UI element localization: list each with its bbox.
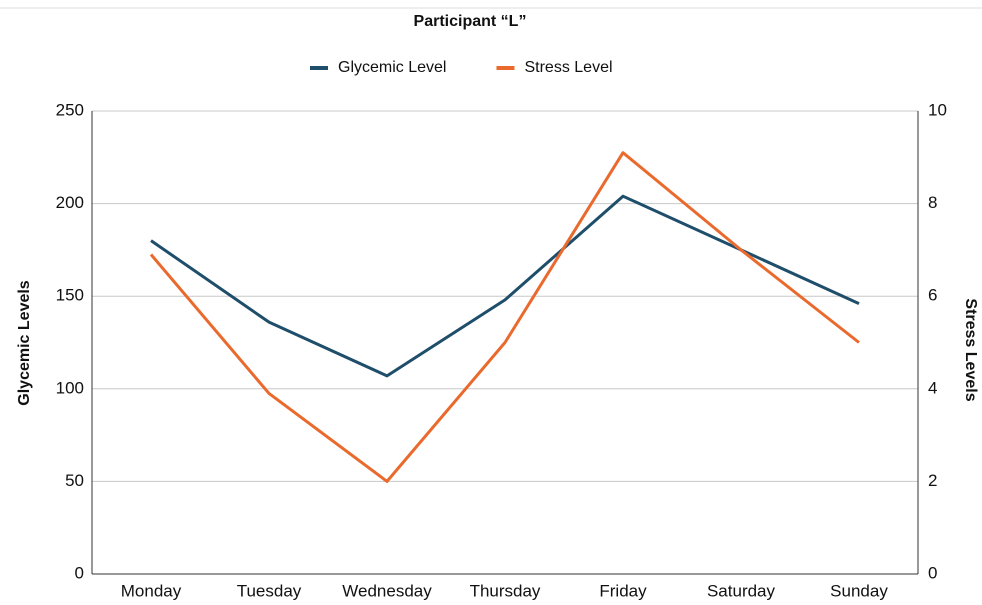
series-line	[150, 194, 860, 378]
y-tick-label: 150	[56, 286, 84, 305]
x-tick-label: Friday	[599, 581, 647, 600]
y2-tick-label: 2	[928, 471, 937, 490]
legend-label: Stress Level	[524, 59, 612, 76]
y-tick-label: 200	[56, 193, 84, 212]
y2-tick-label: 4	[928, 378, 937, 397]
y-tick-label: 250	[56, 100, 84, 119]
chart-title: Participant “L”	[414, 13, 527, 30]
x-tick-label: Monday	[121, 581, 182, 600]
y2-tick-label: 0	[928, 563, 937, 582]
y-tick-label: 0	[75, 563, 84, 582]
x-tick-label: Tuesday	[237, 581, 302, 600]
x-tick-label: Sunday	[830, 581, 888, 600]
y2-tick-label: 8	[928, 193, 937, 212]
y-tick-label: 100	[56, 378, 84, 397]
y-axis-title: Glycemic Levels	[16, 280, 33, 406]
series-line	[149, 151, 860, 483]
y-tick-label: 50	[65, 471, 84, 490]
y2-tick-label: 6	[928, 286, 937, 305]
x-tick-label: Saturday	[707, 581, 776, 600]
x-tick-label: Thursday	[470, 581, 541, 600]
y2-tick-label: 10	[928, 100, 947, 119]
x-tick-label: Wednesday	[342, 581, 432, 600]
y2-axis-title: Stress Levels	[962, 298, 979, 401]
legend-label: Glycemic Level	[338, 59, 446, 76]
